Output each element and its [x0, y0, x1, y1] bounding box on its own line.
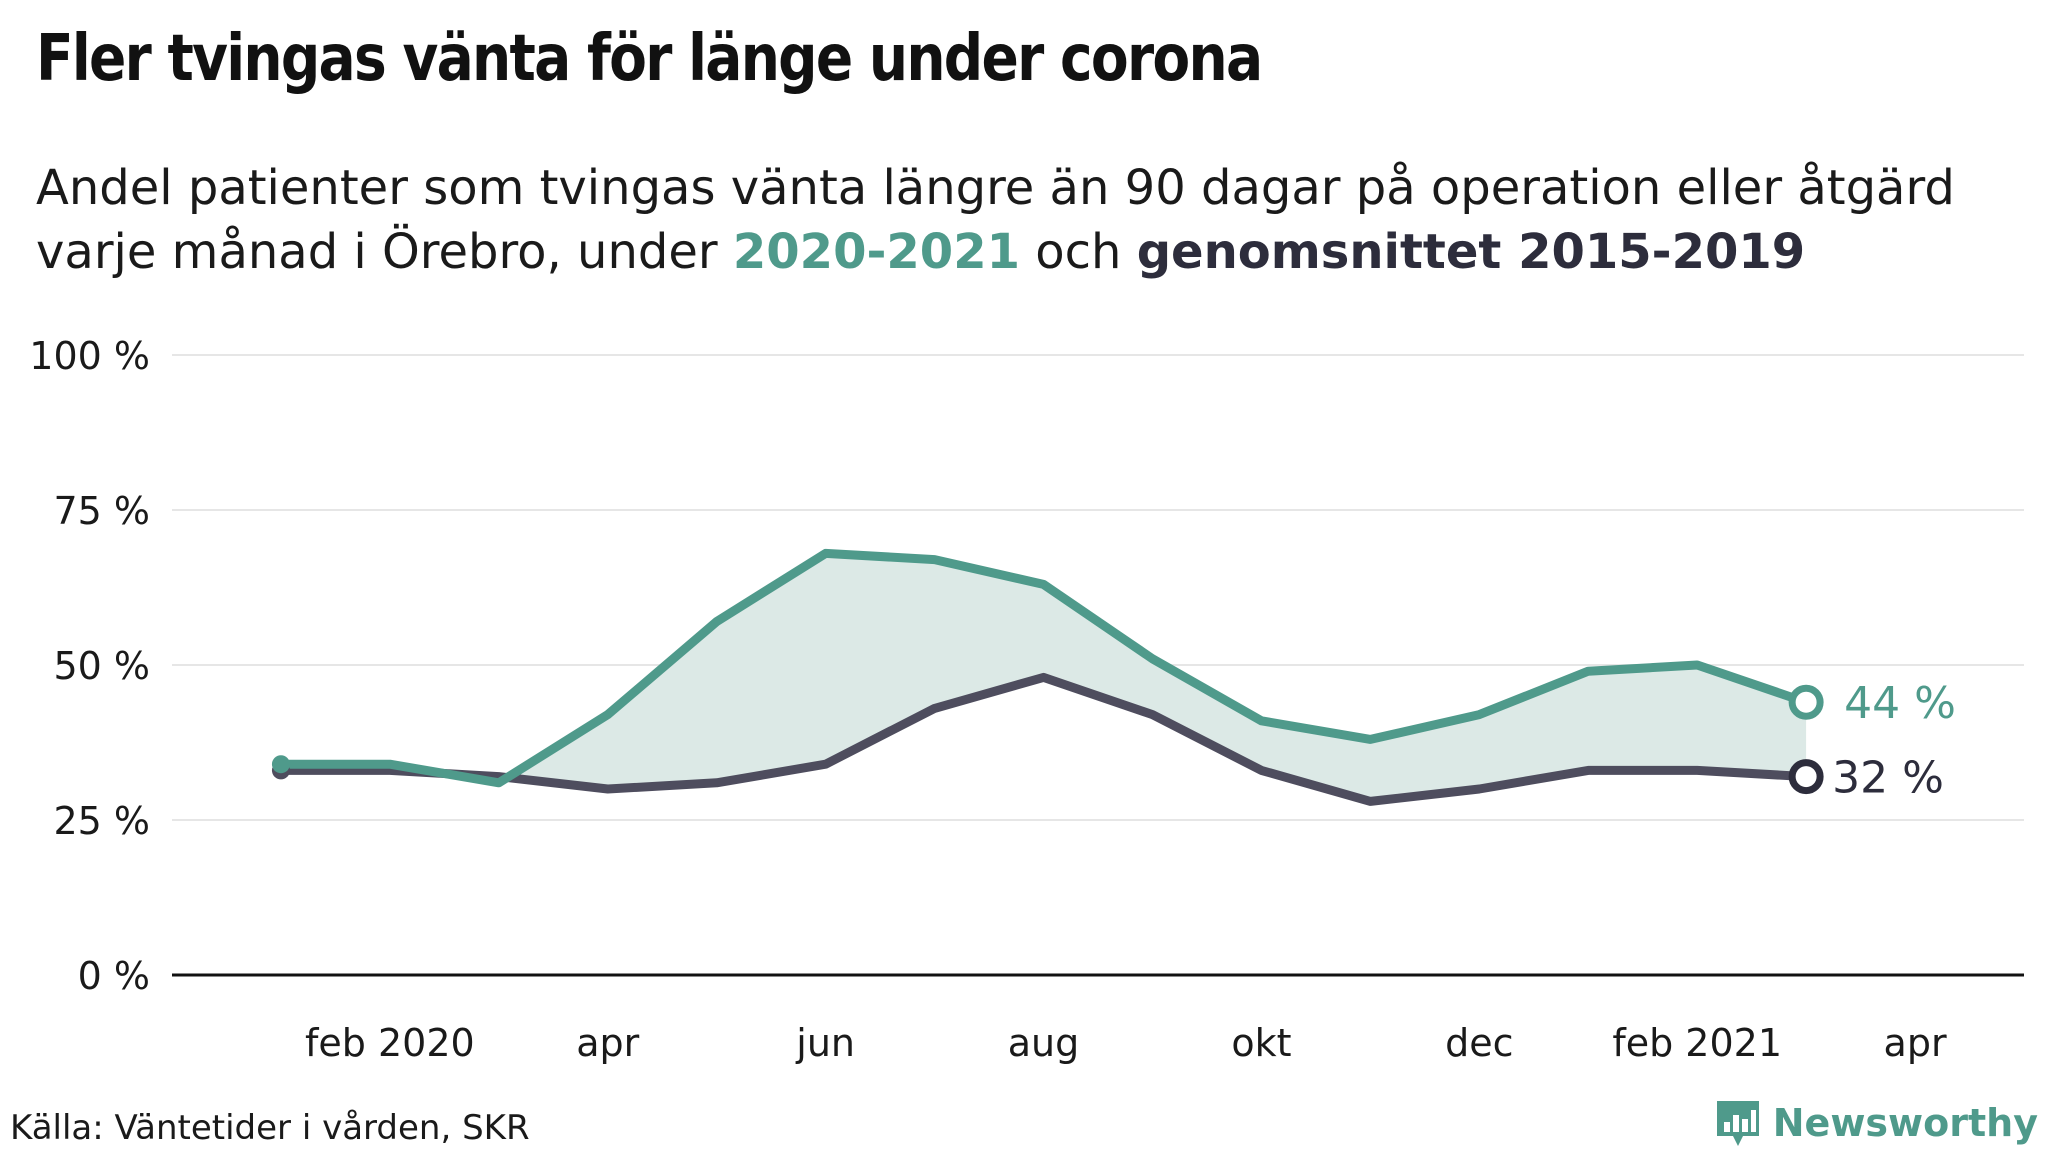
- y-axis-ticks: 0 % 25 % 50 % 75 % 100 %: [29, 334, 150, 998]
- x-tick-label: feb 2021: [1612, 1021, 1782, 1065]
- chart-title: Fler tvingas vänta för länge under coron…: [36, 22, 1263, 96]
- end-point-current: [1788, 684, 1824, 720]
- x-tick-label: aug: [1008, 1021, 1080, 1065]
- series-line-current: [276, 548, 1811, 788]
- end-label-average: 32 %: [1832, 753, 1944, 804]
- source-note: Källa: Väntetider i vården, SKR: [10, 1108, 530, 1148]
- subtitle-text-middle: och: [1019, 224, 1137, 280]
- y-tick-label: 100 %: [29, 334, 150, 378]
- newsworthy-logo-icon: [1716, 1101, 1759, 1146]
- x-axis-ticks: feb 2020 apr jun aug okt dec feb 2021 apr: [305, 1021, 1947, 1065]
- brand-name: Newsworthy: [1772, 1101, 2038, 1145]
- x-tick-label: dec: [1445, 1021, 1513, 1065]
- x-tick-label: apr: [576, 1021, 639, 1065]
- series-line-average: [276, 672, 1811, 806]
- brand-logo: Newsworthy: [1715, 1098, 2038, 1148]
- end-point-average: [1788, 759, 1824, 795]
- x-tick-label: apr: [1884, 1021, 1947, 1065]
- subtitle-highlight-current: 2020-2021: [732, 224, 1020, 280]
- series-lines: [276, 548, 1811, 806]
- end-label-current: 44 %: [1844, 678, 1956, 729]
- y-tick-label: 0 %: [78, 954, 150, 998]
- subtitle-highlight-average: genomsnittet 2015-2019: [1136, 224, 1806, 280]
- subtitle-text-before: Andel patienter som tvingas vänta längre…: [36, 160, 1955, 280]
- start-point-current: [271, 755, 290, 774]
- chart-subtitle: Andel patienter som tvingas vänta längre…: [36, 156, 2026, 284]
- y-tick-label: 25 %: [53, 799, 150, 843]
- x-tick-label: jun: [795, 1021, 855, 1065]
- series-markers: 44 % 32 %: [271, 678, 1956, 804]
- x-tick-label: feb 2020: [305, 1021, 475, 1065]
- y-tick-label: 75 %: [53, 489, 150, 533]
- y-tick-label: 50 %: [53, 644, 150, 688]
- x-tick-label: okt: [1231, 1021, 1291, 1065]
